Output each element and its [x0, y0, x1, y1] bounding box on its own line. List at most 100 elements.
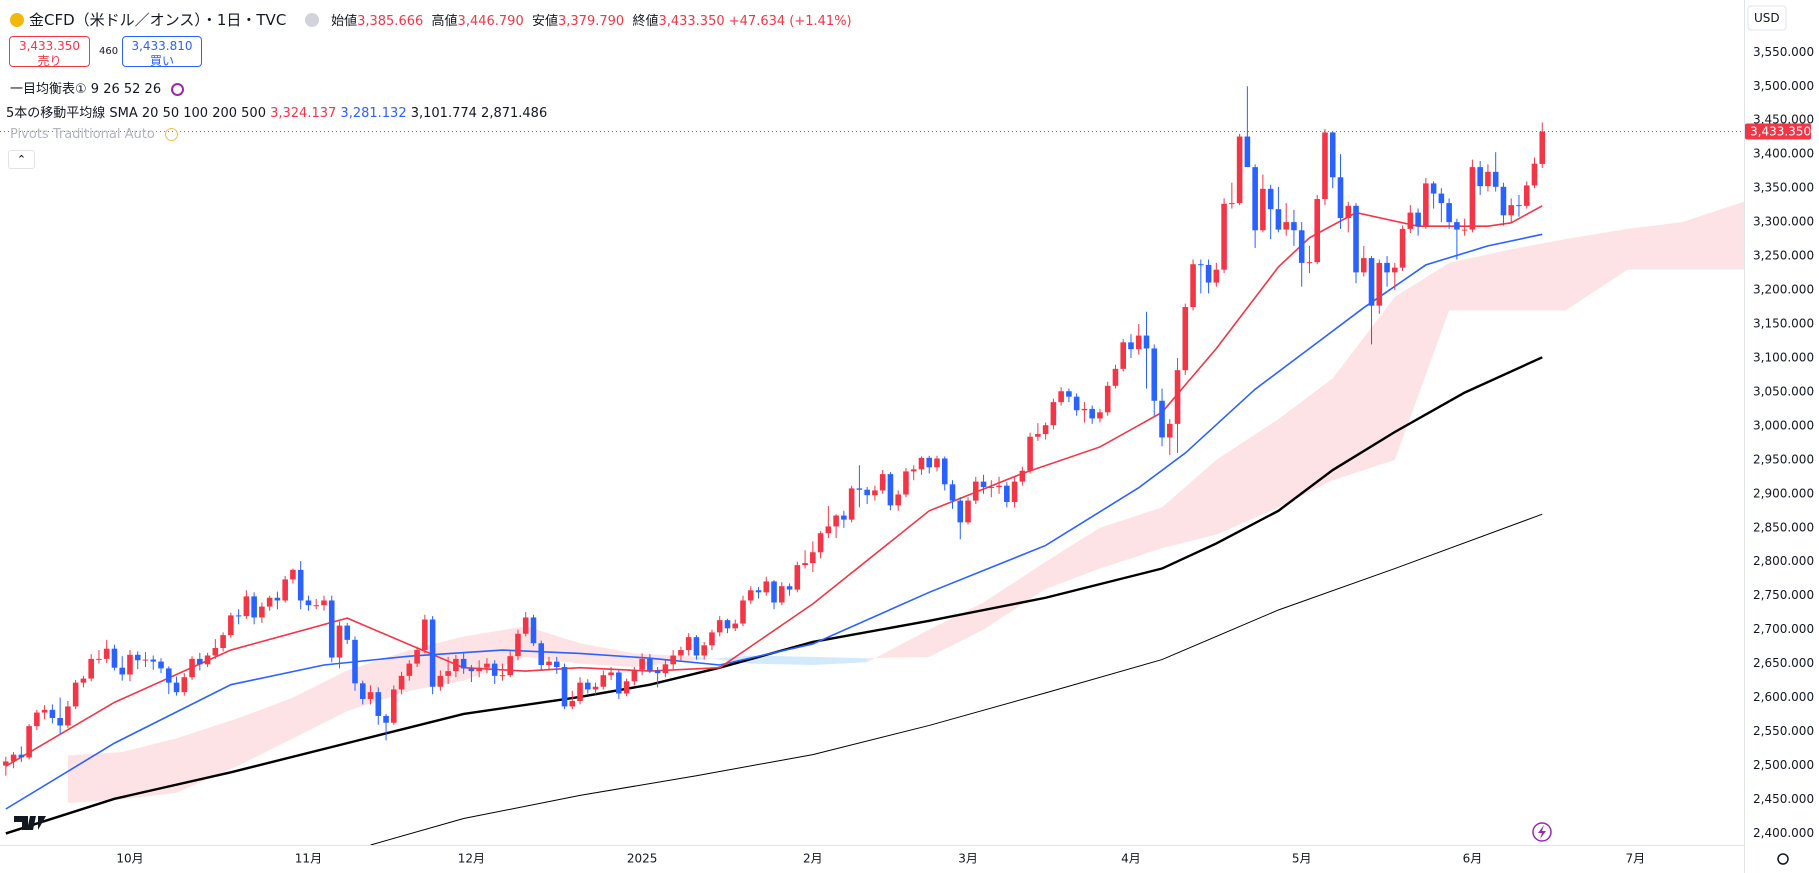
settings-icon[interactable]	[1777, 853, 1789, 865]
candle-body	[383, 715, 389, 723]
y-tick-label: 2,850.000	[1753, 520, 1814, 534]
candle-body	[1050, 402, 1057, 426]
candle-body	[879, 474, 886, 491]
candle-body	[1035, 434, 1041, 437]
candle-body	[1500, 186, 1507, 216]
y-tick-label: 3,150.000	[1753, 317, 1814, 331]
ohlc-value: 3,385.666	[357, 14, 424, 29]
collapse-button[interactable]: ⌃	[8, 150, 35, 169]
indicator-value: 3,324.137	[270, 106, 337, 121]
x-tick-label: 7月	[1626, 852, 1646, 866]
cloud	[1511, 239, 1566, 311]
cloud	[1627, 222, 1682, 270]
candle-body	[810, 552, 816, 564]
ohlc-label: 終値	[632, 14, 659, 29]
candle-body	[903, 471, 909, 495]
candle-body	[422, 619, 428, 651]
cloud	[750, 655, 813, 665]
refresh-icon[interactable]	[171, 83, 185, 96]
cloud	[1394, 262, 1450, 460]
y-tick-label: 2,650.000	[1753, 656, 1814, 670]
candle-body	[716, 620, 723, 633]
candle-body	[747, 590, 754, 601]
y-tick-label: 2,950.000	[1753, 452, 1814, 466]
candle-body	[608, 672, 614, 676]
indicator-params: 9 26 52 26	[90, 82, 162, 97]
candle-body	[778, 586, 785, 603]
candle-body	[10, 754, 17, 762]
candle-body	[406, 663, 413, 676]
x-tick-label: 12月	[458, 852, 485, 866]
candle-body	[701, 645, 707, 656]
x-tick-label: 5月	[1292, 852, 1312, 866]
candle-body	[1166, 423, 1173, 438]
candle-body	[375, 692, 382, 716]
change: +47.634 (+1.41%)	[728, 14, 852, 29]
candle-body	[1229, 203, 1235, 205]
candle-body	[600, 675, 607, 687]
candle-body	[507, 656, 513, 676]
candle-body	[1353, 205, 1359, 273]
candle-body	[1508, 205, 1515, 216]
cloud	[1162, 459, 1217, 549]
candle-body	[965, 500, 971, 523]
candle-body	[34, 712, 40, 727]
candle-body	[1539, 131, 1546, 164]
candle-body	[616, 672, 622, 694]
candle-body	[1066, 391, 1072, 397]
candle-body	[491, 663, 498, 676]
candle-body	[926, 457, 933, 468]
spread: 460	[99, 46, 119, 57]
candle-body	[1128, 342, 1134, 350]
candle-body	[352, 639, 358, 684]
ohlc-label: 始値	[331, 14, 358, 29]
currency-button[interactable]	[1747, 5, 1787, 31]
moving-average	[5, 233, 1543, 810]
candle-body	[515, 633, 521, 657]
candle-body	[49, 709, 56, 718]
candle-body	[1423, 183, 1429, 227]
candle-body	[771, 581, 777, 603]
buy-button[interactable]: 3,433.810 買い	[122, 36, 202, 68]
candle-body	[910, 469, 917, 472]
moving-average	[370, 513, 1543, 846]
y-tick-label: 2,700.000	[1753, 622, 1814, 636]
candle-body	[344, 625, 351, 640]
sell-button[interactable]: 3,433.350 売り	[9, 36, 90, 68]
candle-body	[1151, 348, 1158, 401]
candle-body	[328, 600, 335, 658]
lightning-icon[interactable]	[1532, 822, 1552, 842]
ohlc-label: 高値	[431, 14, 458, 29]
candle-body	[1120, 342, 1127, 369]
hidden-icon[interactable]	[164, 128, 178, 141]
cloud	[812, 656, 868, 665]
candle-body	[88, 658, 94, 679]
candle-body	[833, 515, 839, 527]
candle-body	[305, 600, 312, 606]
candle-body	[941, 458, 948, 485]
candle-body	[872, 490, 878, 496]
candle-body	[1073, 396, 1080, 411]
x-tick-label: 2月	[803, 852, 823, 866]
candle-body	[1236, 136, 1243, 204]
cloud	[929, 602, 984, 657]
candle-body	[150, 659, 157, 662]
candle-body	[297, 569, 304, 601]
candle-body	[763, 581, 770, 593]
candle-body	[1485, 171, 1491, 187]
candle-body	[1446, 203, 1452, 223]
candle-body	[103, 648, 110, 659]
candle-body	[181, 677, 188, 693]
candle-body	[1027, 436, 1033, 471]
cloud	[1449, 249, 1512, 311]
candle-body	[1384, 262, 1390, 273]
candle-body	[165, 668, 172, 683]
candle-body	[864, 489, 870, 496]
candle-body	[65, 706, 71, 726]
candle-body	[1492, 171, 1499, 187]
candle-body	[1159, 400, 1165, 438]
candle-body	[391, 689, 397, 723]
candle-body	[359, 683, 366, 699]
status-icon[interactable]	[305, 13, 320, 27]
